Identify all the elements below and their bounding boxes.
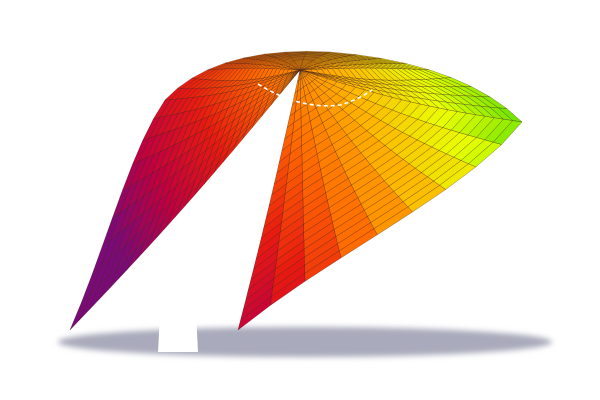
surface-notch bbox=[158, 312, 198, 352]
dashed-curve bbox=[257, 83, 373, 107]
mesh-face bbox=[237, 295, 272, 331]
ground-shadow bbox=[58, 327, 552, 357]
wireframe-surface bbox=[69, 51, 523, 352]
